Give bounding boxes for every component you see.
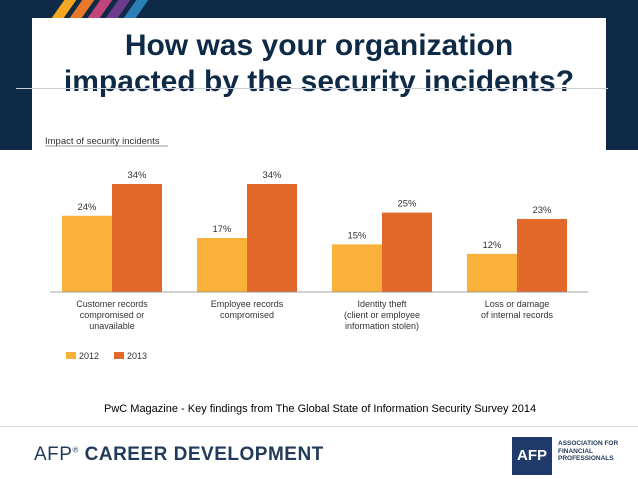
title-line-1: How was your organization: [124, 29, 514, 62]
footer-brand: AFP® CAREER DEVELOPMENT: [34, 444, 324, 466]
category-label-1-line-1: Customer records: [76, 299, 148, 309]
bar-2013-1: [112, 184, 162, 292]
bar-2013-2: [247, 184, 297, 292]
bar-2013-4: [517, 218, 567, 292]
assoc-line-2: FINANCIAL: [558, 447, 594, 455]
assoc-line-3: PROFESSIONALS: [558, 455, 614, 462]
legend-swatch-2013: [114, 352, 124, 359]
bar-2012-4: [467, 253, 517, 292]
data-label-2013-3: 25%: [397, 199, 417, 210]
data-label-2013-2: 34%: [262, 170, 282, 181]
bar-2013-3: [382, 212, 432, 292]
bar-chart: Impact of security incidents 24% 17% 15% 12%…: [45, 136, 588, 361]
data-label-2012-4: 12%: [482, 240, 502, 251]
data-label-2013-4: 23%: [532, 205, 552, 216]
footer-divider: [0, 426, 638, 427]
category-label-2-line-2: compromised: [220, 310, 274, 320]
afp-logo: AFP: [512, 437, 552, 475]
brand-main: CAREER DEVELOPMENT: [84, 444, 324, 465]
association-name: ASSOCIATION FOR FINANCIAL PROFESSIONALS: [558, 440, 634, 463]
source-citation: PwC Magazine - Key findings from The Glo…: [104, 403, 537, 415]
category-label-1-line-3: unavailable: [89, 321, 135, 331]
brand-reg-mark: ®: [72, 445, 79, 455]
category-label-4-line-2: of internal records: [481, 310, 554, 320]
decorative-stripes: [50, 0, 160, 18]
brand-prefix: AFP: [34, 444, 73, 465]
category-label-1-line-2: compromised or: [80, 310, 145, 320]
category-label-3-line-1: Identity theft: [357, 299, 407, 309]
chart-area: Impact of security incidents 24% 17% 15% 12%…: [32, 108, 606, 428]
legend-swatch-2012: [66, 352, 76, 359]
assoc-line-1: ASSOCIATION FOR: [558, 440, 619, 447]
chart-title: Impact of security incidents: [45, 136, 160, 147]
data-label-2013-1: 34%: [127, 170, 147, 181]
bar-2012-2: [197, 238, 247, 292]
title-line-2: impacted by the security incidents?: [63, 65, 575, 98]
data-label-2012-2: 17%: [212, 224, 232, 235]
category-label-3-line-3: information stolen): [345, 321, 419, 331]
bar-2012-1: [62, 215, 112, 292]
title-card: How was your organization impacted by th…: [32, 18, 606, 108]
slide-title: How was your organization impacted by th…: [32, 28, 606, 100]
bar-2012-3: [332, 244, 382, 292]
data-label-2012-1: 24%: [77, 202, 97, 213]
title-divider: [16, 88, 608, 89]
legend-label-2012: 2012: [79, 351, 99, 361]
legend-label-2013: 2013: [127, 351, 147, 361]
category-label-2-line-1: Employee records: [211, 299, 284, 309]
data-label-2012-3: 15%: [347, 230, 367, 241]
category-label-4-line-1: Loss or damage: [485, 299, 550, 309]
category-label-3-line-2: (client or employee: [344, 310, 420, 320]
